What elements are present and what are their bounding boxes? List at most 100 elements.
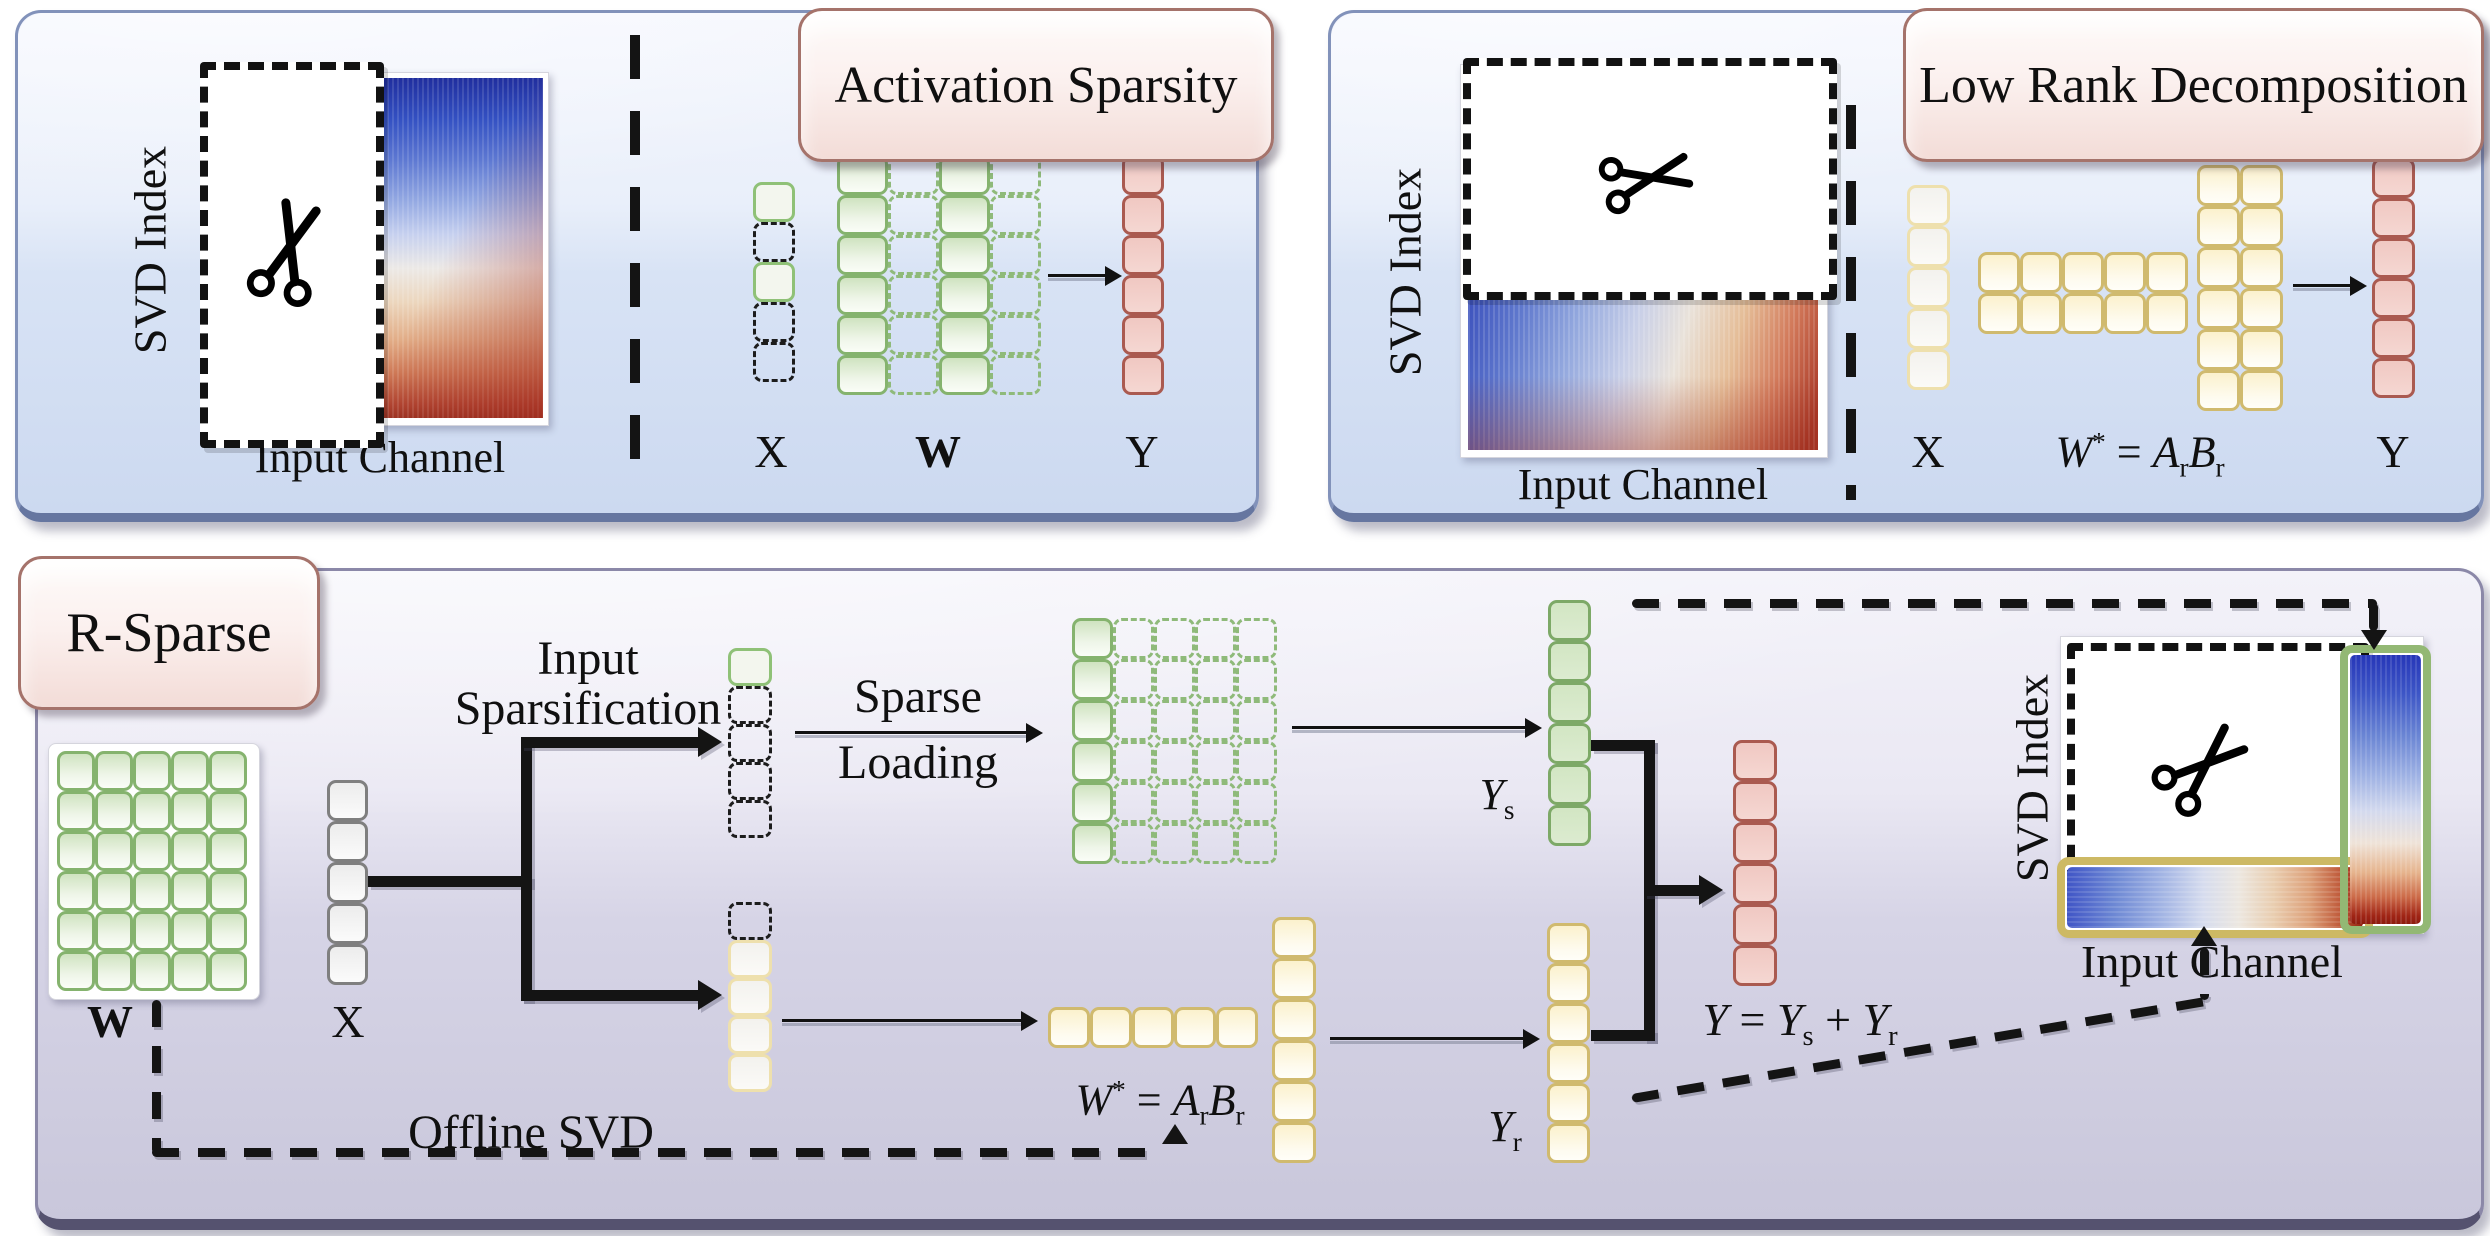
matrix-cell (1272, 958, 1316, 999)
matrix-cell (728, 940, 772, 978)
matrix-cell (2146, 252, 2188, 293)
arrowhead-icon (2191, 926, 2217, 946)
matrix-cell (1236, 700, 1277, 741)
arrowhead-icon (1699, 875, 1723, 905)
branch-line-top (521, 737, 700, 748)
arrowhead-icon (1162, 1124, 1188, 1144)
matrix-cell (1195, 700, 1236, 741)
matrix-cell (728, 724, 772, 762)
matrix-cell (1733, 904, 1777, 945)
matrix-cell (1072, 618, 1113, 659)
input-vector-x (327, 780, 368, 985)
matrix-cell (1272, 1122, 1316, 1163)
matrix-cell (1195, 659, 1236, 700)
matrix-cell (1733, 781, 1777, 822)
matrix-cell (888, 315, 939, 355)
matrix-cell (1122, 355, 1164, 395)
matrix-cell (1122, 275, 1164, 315)
matrix-cell (327, 903, 368, 944)
arrow-to-ys (1292, 726, 1526, 729)
svd-energy-heatmap (367, 78, 543, 418)
matrix-cell (1547, 1123, 1590, 1163)
x-label: X (331, 996, 365, 1047)
low-rank-decomposition-badge: Low Rank Decomposition (1903, 8, 2484, 162)
matrix-cell (133, 951, 171, 991)
matrix-cell (2240, 370, 2283, 411)
input-sparsification-label: Input Sparsification (454, 632, 722, 736)
matrix-cell (1547, 1083, 1590, 1123)
w-matrix-sparse-columns (837, 155, 1041, 395)
matrix-cell (57, 751, 95, 791)
matrix-cell (209, 911, 247, 951)
matrix-cell (2372, 358, 2415, 398)
matrix-cell (1195, 618, 1236, 659)
matrix-cell (1236, 782, 1277, 823)
matrix-cell (728, 1054, 772, 1092)
matrix-cell (1547, 963, 1590, 1003)
arrow-w-to-y (1048, 274, 1106, 277)
matrix-cell (1907, 349, 1950, 390)
matrix-cell (1154, 659, 1195, 700)
matrix-cell (1733, 740, 1777, 781)
ys-vector (1548, 600, 1591, 846)
matrix-cell (2240, 206, 2283, 247)
matrix-cell (95, 751, 133, 791)
r-sparse-badge: R-Sparse (18, 556, 320, 710)
bottom-rank-strip (2057, 857, 2373, 938)
arrowhead-icon (1105, 266, 1122, 286)
matrix-cell (728, 978, 772, 1016)
pruned-region-box (200, 62, 384, 448)
matrix-cell (133, 871, 171, 911)
br-matrix (1978, 252, 2188, 334)
badge-title: Activation Sparsity (834, 56, 1238, 114)
matrix-cell (327, 944, 368, 985)
matrix-cell (837, 275, 888, 315)
x-vector-sparse (753, 182, 795, 382)
w-label: W (87, 996, 133, 1047)
ys-to-heatmap-dashed-line (1632, 599, 2377, 608)
matrix-cell (1907, 185, 1950, 226)
matrix-cell (2104, 252, 2146, 293)
matrix-cell (1272, 999, 1316, 1040)
matrix-cell (939, 275, 990, 315)
matrix-cell (1272, 1081, 1316, 1122)
matrix-cell (95, 831, 133, 871)
matrix-cell (133, 911, 171, 951)
matrix-cell (939, 355, 990, 395)
matrix-cell (2197, 288, 2240, 329)
matrix-cell (1236, 823, 1277, 864)
matrix-cell (939, 195, 990, 235)
wstar-equation-label: W* = ArBr (2055, 427, 2225, 483)
matrix-cell (1548, 764, 1591, 805)
matrix-cell (1907, 267, 1950, 308)
scissors-icon (246, 198, 321, 307)
matrix-cell (753, 342, 795, 382)
y-output-vector (1733, 740, 1777, 986)
matrix-cell (1195, 741, 1236, 782)
matrix-cell (57, 791, 95, 831)
matrix-cell (2240, 288, 2283, 329)
matrix-cell (2372, 318, 2415, 358)
matrix-cell (728, 648, 772, 686)
matrix-cell (888, 275, 939, 315)
y-vector (1122, 155, 1164, 395)
matrix-cell (2146, 293, 2188, 334)
matrix-cell (209, 951, 247, 991)
branch-line-bottom (521, 990, 700, 1001)
merge-arrow-line (1644, 885, 1701, 896)
matrix-cell (57, 831, 95, 871)
scissors-icon (2151, 723, 2249, 817)
matrix-cell (2020, 252, 2062, 293)
matrix-cell (1154, 823, 1195, 864)
arrowhead-icon (2350, 276, 2367, 296)
matrix-cell (1548, 641, 1591, 682)
branch-line-x (368, 876, 532, 887)
matrix-cell (2372, 278, 2415, 318)
matrix-cell (753, 182, 795, 222)
sparse-loading-label-line2: Loading (838, 736, 998, 789)
bottom-strip-heatmap (2067, 867, 2363, 928)
svd-index-axis-label: SVD Index (2006, 673, 2058, 883)
matrix-cell (133, 751, 171, 791)
matrix-cell (133, 831, 171, 871)
matrix-cell (1113, 823, 1154, 864)
